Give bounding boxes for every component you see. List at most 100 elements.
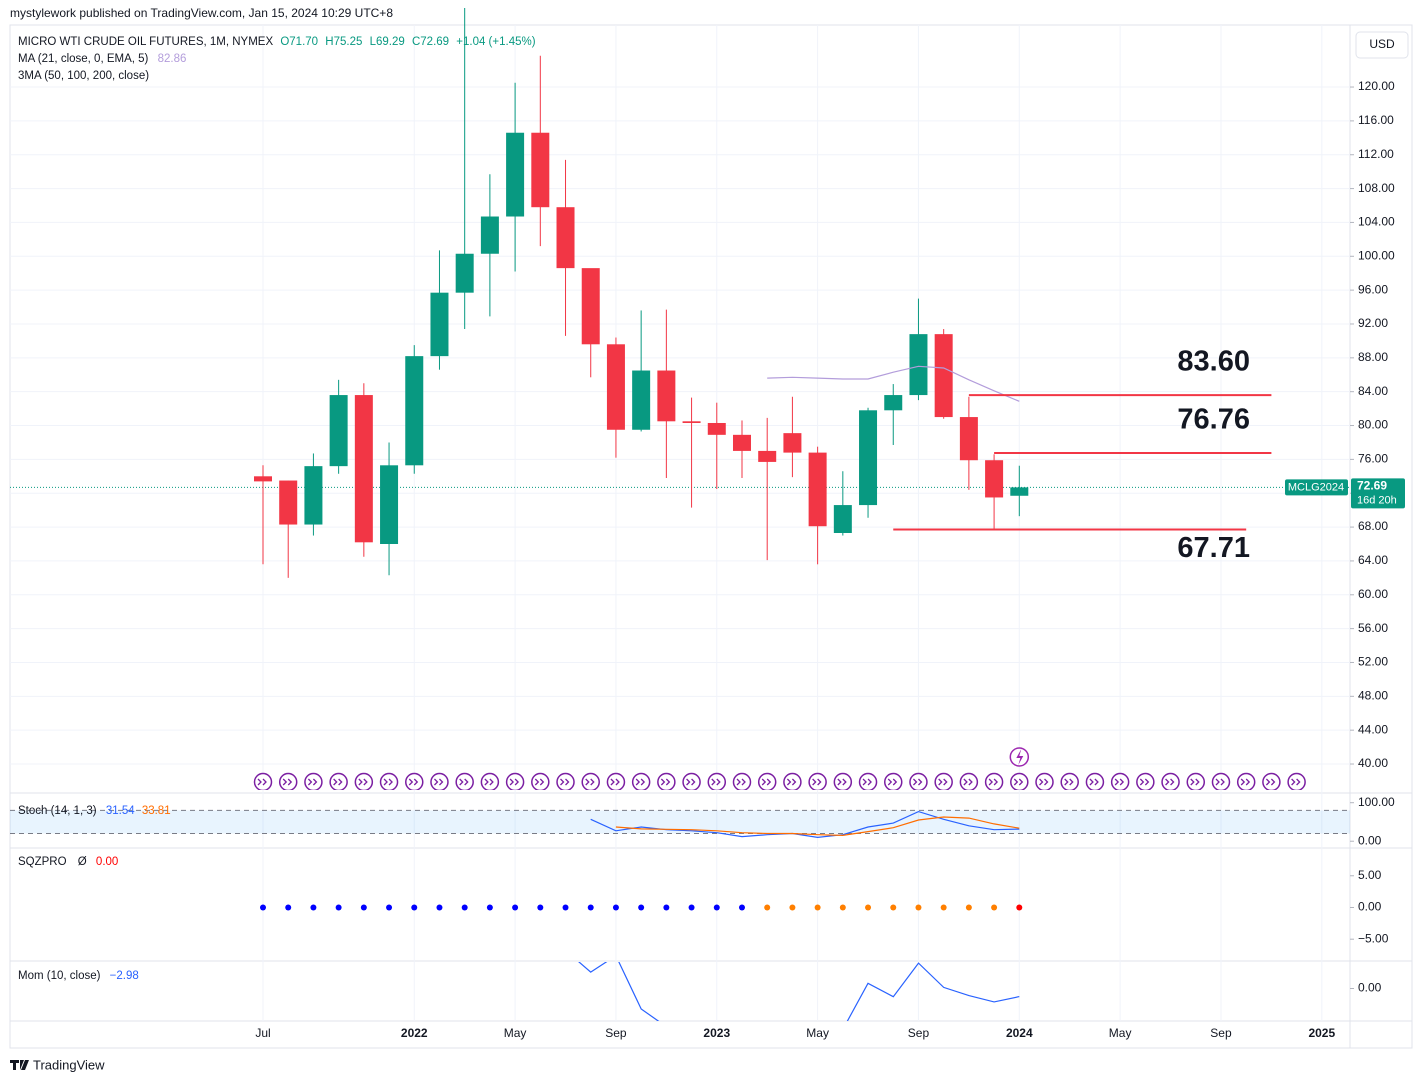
event-icon-glyph [459,778,469,786]
candle-body [606,344,625,430]
candle-body [909,334,928,396]
event-icon [934,772,953,790]
event-icon-glyph [1064,778,1074,786]
frame [9,24,1413,1049]
symbol-title: MICRO WTI CRUDE OIL FUTURES, 1M, NYMEX [18,36,273,48]
candle-body [380,465,399,545]
candle-body [884,395,903,411]
stoch-k: 31.54 [106,805,135,817]
stoch-d: 33.81 [142,805,171,817]
event-icon [531,772,550,790]
candle-body [304,466,323,525]
squeeze-dot [537,904,544,911]
event-icon-glyph [1291,778,1301,786]
event-icon-glyph [307,778,318,786]
y-tick-label: 52.00 [1358,655,1388,669]
event-icon-glyph [434,778,444,786]
y-tick-label: 68.00 [1358,519,1388,533]
event-icon-glyph [1013,778,1024,786]
legend-value: L69.29 [370,36,405,48]
candle-body [732,434,751,451]
event-icon [707,772,727,790]
squeeze-dot [612,904,619,911]
squeeze-dot [688,904,695,911]
author-line: mystylework published on TradingView.com… [10,6,393,20]
y-tick-label: 108.00 [1358,181,1395,195]
event-icon-glyph [1016,749,1024,765]
y-tick-label: 92.00 [1358,316,1388,330]
squeeze-dot [789,904,796,911]
y-tick-label: 76.00 [1358,452,1388,466]
y-tick-label: 104.00 [1358,215,1395,229]
event-icon-glyph [1039,778,1049,786]
stoch-pane [10,809,1350,839]
event-icon-glyph [988,778,999,786]
y-tick-label: 100.00 [1358,795,1395,809]
squeeze-dot [461,904,468,911]
y-tick-label: 112.00 [1358,147,1394,161]
event-icon-glyph [585,778,595,786]
x-tick-label: 2023 [703,1026,730,1040]
event-icon [909,772,928,790]
candle-body [430,292,449,357]
event-icon [858,772,878,790]
candle-body [632,370,651,430]
x-tick-label: May [806,1026,829,1040]
event-icon [1236,772,1256,790]
event-icon [1186,772,1206,790]
event-icon [959,772,979,790]
ma-name: MA (21, close, 0, EMA, 5) [18,53,149,65]
y-tick-label: 84.00 [1358,384,1388,398]
mom-value: −2.98 [110,970,139,982]
indicator-line [615,816,1020,837]
event-icon [430,772,449,790]
countdown-text: 16d 20h [1357,494,1397,506]
squeeze-dot [587,904,594,911]
candle-body [657,370,676,422]
x-tick-label: Jul [255,1026,270,1040]
price-pane: 83.60 76.76 67.71 [10,8,1350,790]
candle-body [506,132,525,217]
event-icon [732,772,752,790]
event-icon [455,772,474,790]
currency-button[interactable] [1355,31,1409,59]
event-icon-glyph [913,778,923,786]
event-icon [1060,772,1079,790]
squeeze-dot [562,904,569,911]
candle-body [254,476,272,482]
event-icon [329,772,348,790]
event-icon-glyph [1139,778,1150,786]
currency[interactable]: USD [1369,37,1395,51]
price-badge [1351,478,1405,509]
x-tick-label: Sep [908,1026,930,1040]
event-icon-glyph [1114,778,1125,786]
event-icon-glyph [837,778,847,786]
event-icon [1287,772,1306,790]
event-icon [253,772,273,790]
y-tick-label: −5.00 [1358,931,1389,945]
event-icon-glyph [509,778,520,786]
legend-value: O71.70 [280,36,318,48]
event-icon-glyph [1165,778,1175,786]
candle-body [682,421,701,423]
candle-body [707,422,726,435]
event-icon [682,772,701,790]
candle-body [531,132,550,208]
event-icon [1035,772,1054,790]
ma3-legend: 3MA (50, 100, 200, close) [18,70,149,82]
event-icon-glyph [736,778,746,786]
squeeze-dot [335,904,342,911]
event-icon [1110,772,1130,790]
squeeze-dot [940,904,947,911]
event-icon [1010,772,1029,790]
sqz-sub: Ø [78,856,87,868]
candle-body [329,395,348,467]
event-icon [581,772,600,790]
level-label: 83.60 [1177,346,1250,378]
y-tick-label: 64.00 [1358,553,1388,567]
ma-line [767,365,1020,402]
event-icon-glyph [534,778,545,786]
candle-body [808,452,827,527]
event-icon [556,772,575,790]
candle-body [556,207,575,269]
